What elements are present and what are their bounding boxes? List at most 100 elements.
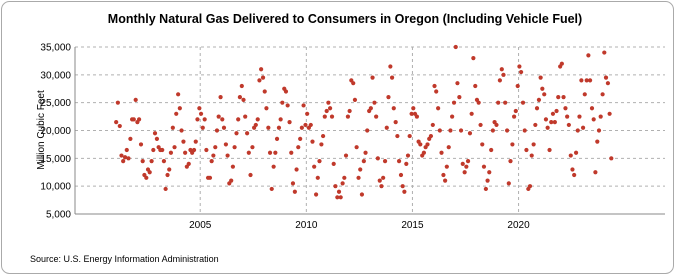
point (140, 159, 145, 164)
point (384, 125, 389, 130)
point (473, 83, 478, 89)
point (400, 184, 405, 189)
point (421, 150, 427, 155)
point (404, 161, 409, 166)
point (531, 142, 536, 147)
point (340, 181, 345, 186)
point (356, 175, 361, 180)
point (154, 136, 160, 141)
point (587, 78, 593, 83)
point (198, 111, 204, 116)
point (310, 139, 315, 144)
point (202, 117, 207, 122)
point (381, 175, 386, 180)
point (552, 120, 557, 125)
point (197, 106, 202, 111)
point (584, 78, 589, 83)
point (386, 95, 391, 100)
point (124, 147, 129, 153)
point (602, 50, 607, 55)
point (508, 159, 513, 164)
point (165, 172, 170, 178)
point (414, 114, 420, 119)
point (152, 131, 158, 136)
point (298, 136, 303, 141)
point (322, 114, 327, 119)
point (565, 114, 570, 119)
point (128, 136, 133, 141)
point (489, 147, 494, 153)
point (582, 92, 587, 97)
point (315, 175, 320, 180)
point (216, 114, 221, 119)
point (294, 167, 299, 172)
point (496, 100, 501, 105)
point (409, 111, 414, 116)
point (324, 108, 329, 114)
point (151, 147, 156, 153)
point (481, 164, 487, 169)
point (559, 61, 564, 66)
point (595, 139, 600, 144)
point (114, 120, 119, 125)
point (236, 117, 241, 122)
point (223, 142, 228, 147)
point (195, 117, 200, 122)
point (600, 92, 605, 97)
point (213, 145, 218, 150)
point (245, 131, 250, 136)
point (177, 106, 182, 111)
point (172, 145, 177, 150)
point (115, 100, 120, 105)
point (147, 170, 152, 175)
point (586, 53, 591, 58)
point (374, 114, 379, 119)
point (168, 150, 174, 155)
point (519, 69, 524, 75)
point (443, 178, 448, 183)
point (179, 128, 184, 133)
point (313, 192, 319, 197)
point (296, 145, 301, 150)
point (570, 167, 575, 172)
point (533, 122, 538, 128)
point (605, 81, 611, 86)
point (257, 78, 262, 83)
point (589, 106, 595, 111)
point (200, 125, 205, 130)
point (266, 125, 271, 130)
point (308, 122, 313, 128)
point (483, 186, 488, 192)
point (487, 170, 492, 175)
point (428, 133, 434, 139)
point (402, 189, 407, 194)
point (333, 184, 338, 189)
point (580, 125, 586, 130)
point (377, 178, 382, 183)
point (510, 142, 515, 147)
point (542, 92, 547, 97)
point (246, 150, 251, 155)
x-tick-label: 2010 (295, 220, 318, 231)
point (149, 159, 154, 164)
y-tick-label: 5,000 (46, 210, 71, 221)
point (464, 164, 469, 169)
point (436, 106, 441, 111)
point (193, 139, 198, 144)
point (395, 133, 400, 139)
point (241, 97, 246, 102)
point (407, 133, 412, 139)
point (131, 117, 136, 122)
source-note: Source: U.S. Energy Information Administ… (30, 254, 219, 264)
point (389, 75, 395, 80)
point (262, 89, 267, 94)
point (204, 147, 209, 153)
point (512, 114, 517, 119)
point (269, 186, 274, 192)
point (575, 128, 580, 133)
point (299, 125, 304, 130)
point (267, 150, 273, 155)
point (351, 81, 356, 86)
point (271, 164, 276, 169)
point (607, 111, 612, 116)
